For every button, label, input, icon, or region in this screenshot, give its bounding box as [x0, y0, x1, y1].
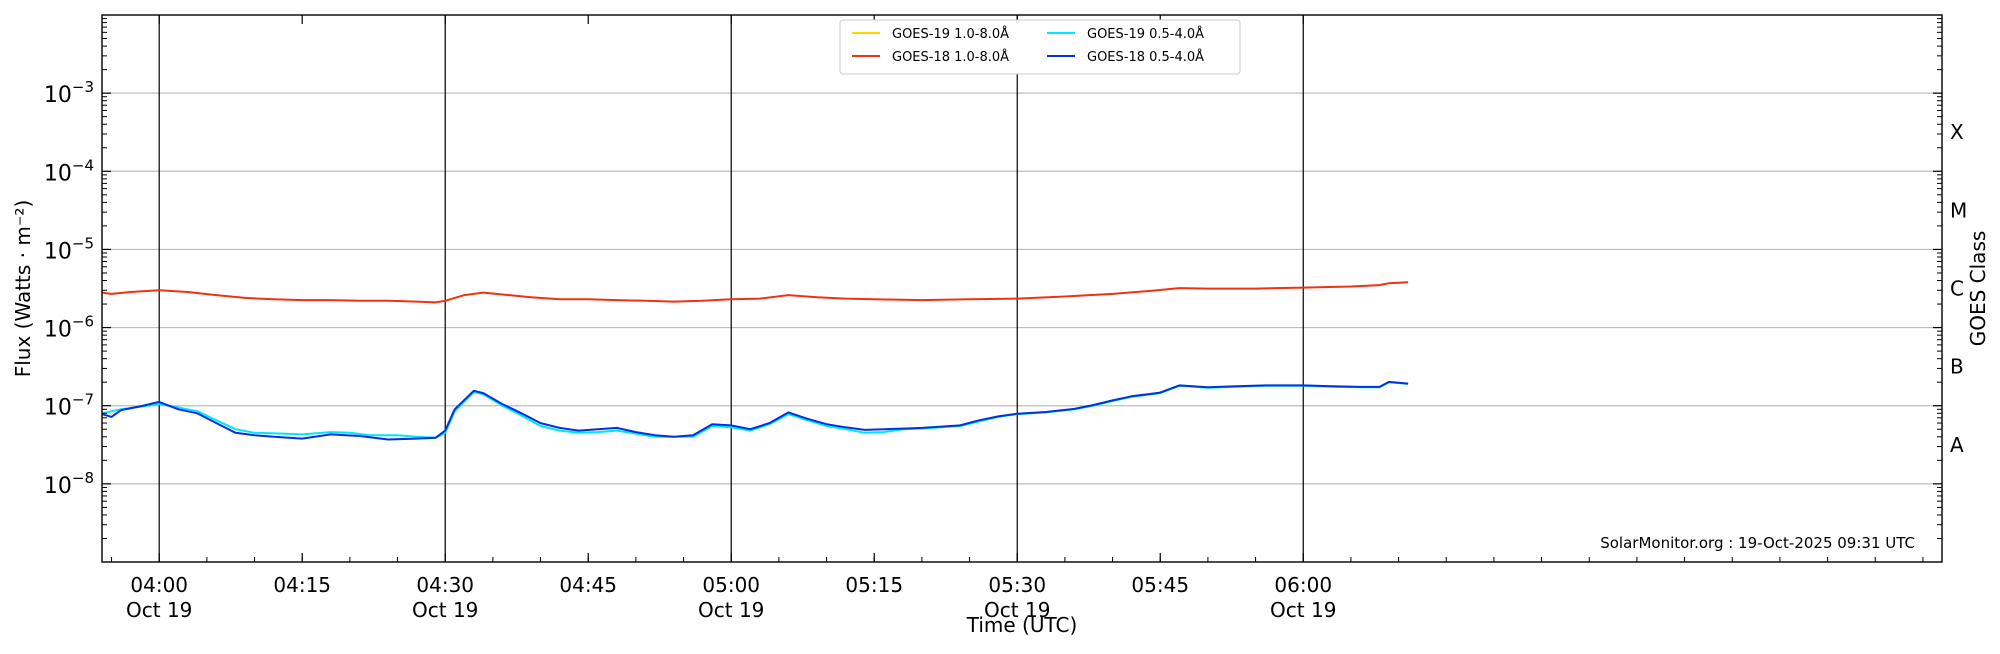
legend-label: GOES-18 0.5-4.0Å	[1087, 49, 1204, 65]
x-tick-date-label: Oct 19	[984, 598, 1050, 622]
legend-label: GOES-18 1.0-8.0Å	[892, 49, 1009, 65]
right-axis-label: GOES Class	[1966, 231, 1990, 347]
goes-class-label: A	[1950, 433, 1964, 457]
goes-class-label: C	[1950, 277, 1964, 301]
goes-class-label: M	[1950, 198, 1967, 222]
x-tick-label: 06:00	[1274, 573, 1332, 597]
y-tick-label: 10−4	[44, 156, 94, 186]
y-tick-label: 10−6	[44, 313, 94, 343]
vertical-time-markers	[158, 15, 1304, 562]
x-tick-label: 04:15	[273, 573, 331, 597]
x-tick-date-label: Oct 19	[412, 598, 478, 622]
x-tick-date-label: Oct 19	[698, 598, 764, 622]
x-tick-label: 05:30	[988, 573, 1046, 597]
x-tick-date-label: Oct 19	[1270, 598, 1336, 622]
y-axis-label: Flux (Watts · m⁻²)	[11, 200, 35, 378]
x-tick-label: 05:15	[845, 573, 903, 597]
goes-class-label: X	[1950, 120, 1964, 144]
legend-box	[839, 19, 1241, 75]
legend-label: GOES-19 1.0-8.0Å	[892, 26, 1009, 42]
y-tick-label: 10−7	[44, 391, 94, 421]
series-layer	[101, 281, 1409, 441]
x-tick-label: 04:45	[559, 573, 617, 597]
y-tick-label: 10−3	[44, 78, 94, 108]
y-axis-ticks: 10−3 10−4 10−5 10−6 10−7 10−8	[44, 18, 1942, 539]
y-tick-label: 10−8	[44, 469, 94, 499]
x-tick-label: 04:30	[416, 573, 474, 597]
x-tick-label: 04:00	[130, 573, 188, 597]
x-tick-label: 05:00	[702, 573, 760, 597]
legend: GOES-19 1.0-8.0Å GOES-18 1.0-8.0Å GOES-19 …	[839, 19, 1241, 75]
series-line	[101, 381, 1409, 439]
goes-class-labels: X M C B A	[1950, 120, 1967, 457]
x-tick-label: 05:45	[1131, 573, 1189, 597]
series-line	[101, 380, 1409, 441]
legend-label: GOES-19 0.5-4.0Å	[1087, 26, 1204, 42]
legend-items: GOES-19 1.0-8.0Å GOES-18 1.0-8.0Å GOES-19 …	[852, 26, 1204, 65]
x-axis-label: Time (UTC)	[966, 613, 1078, 637]
plot-frame	[101, 14, 1943, 563]
y-tick-label: 10−5	[44, 234, 94, 264]
series-line	[101, 281, 1409, 304]
x-tick-date-label: Oct 19	[126, 598, 192, 622]
goes-class-label: B	[1950, 355, 1964, 379]
grid-layer	[102, 92, 1942, 485]
credit-text: SolarMonitor.org : 19-Oct-2025 09:31 UTC	[1600, 534, 1915, 552]
